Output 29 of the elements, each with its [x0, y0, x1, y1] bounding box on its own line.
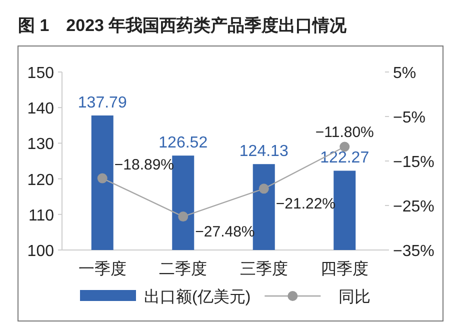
y-tick-label: 110 — [28, 207, 54, 224]
y2-tick-label: −15% — [393, 154, 434, 171]
legend-出口额(亿美元): 出口额(亿美元) — [80, 289, 251, 306]
y2-tick-label: −35% — [393, 243, 434, 260]
data-label: 137.79 — [78, 94, 127, 112]
x-tick-label: 三季度 — [240, 260, 288, 278]
y-tick-label: 140 — [27, 100, 54, 118]
y-tick-label: 130 — [27, 136, 54, 154]
x-tick-label: 一季度 — [78, 260, 126, 278]
legend-label: 同比 — [338, 288, 371, 306]
y2-tick-label: 5% — [393, 65, 416, 82]
point — [340, 142, 350, 152]
y-tick-label: 150 — [27, 65, 54, 82]
legend-同比: 同比 — [264, 289, 371, 306]
legend-label: 出口额(亿美元) — [144, 288, 251, 306]
point — [178, 212, 188, 222]
x-tick-label: 四季度 — [320, 260, 369, 278]
data-label: 124.13 — [239, 143, 288, 160]
data-label: −11.80% — [315, 124, 374, 141]
point — [258, 184, 269, 194]
x-tick-label: 二季度 — [159, 260, 208, 278]
y2-tick-label: −25% — [393, 198, 434, 216]
data-label: 122.27 — [320, 150, 370, 167]
chart-title: 图 1 2023 年我国西药类产品季度出口情况 — [18, 16, 348, 35]
y-tick-label: 120 — [27, 172, 54, 189]
data-label: 126.52 — [158, 134, 208, 152]
point — [97, 173, 108, 184]
y2-tick-label: −5% — [393, 110, 426, 126]
y-tick-label: 100 — [27, 243, 54, 260]
